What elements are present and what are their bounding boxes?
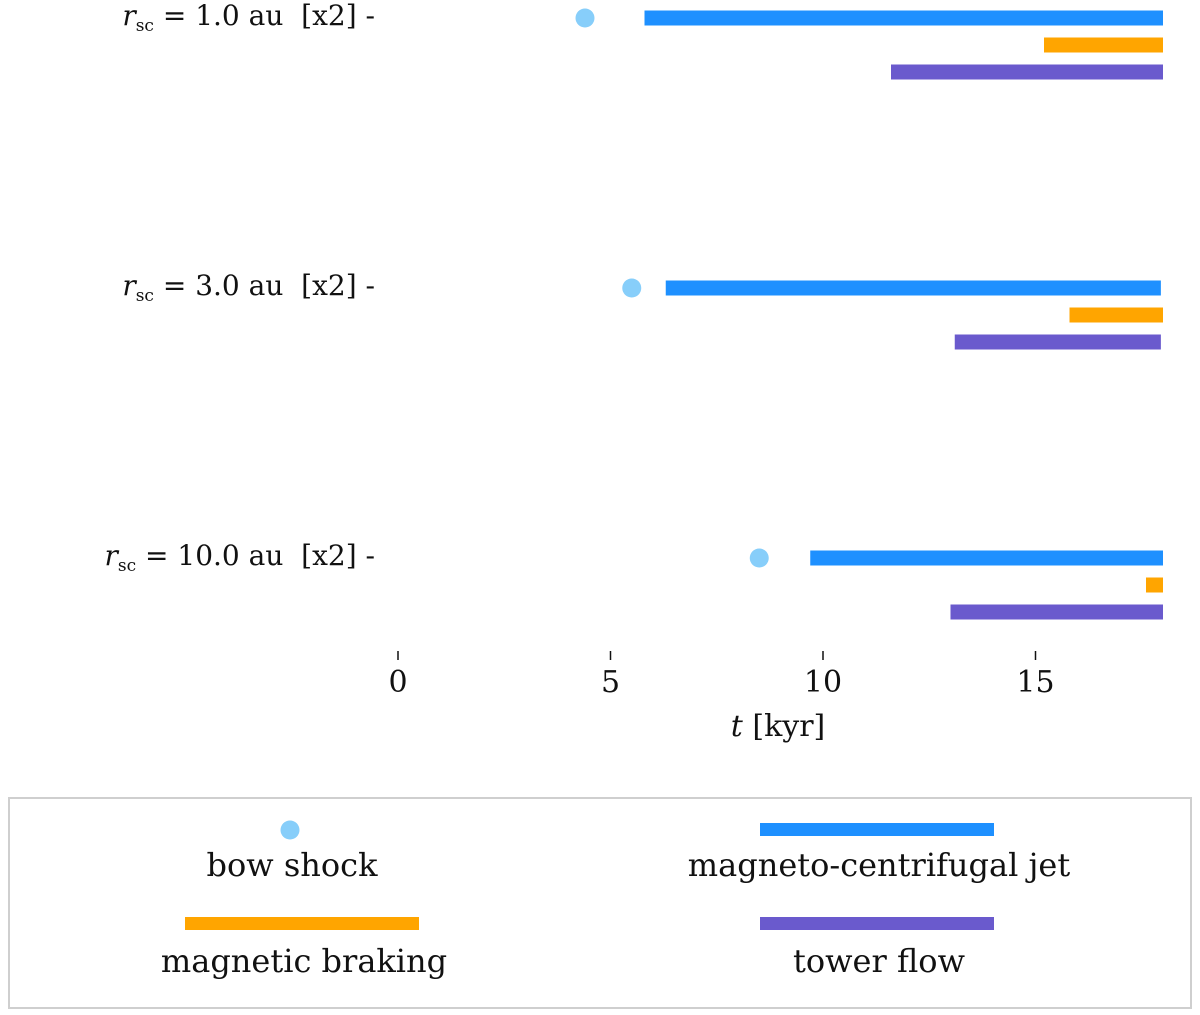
legend-tower-flow-marker [760, 917, 994, 930]
legend-label-tower-flow: tower flow [793, 942, 965, 980]
braking-bar-row-1 [1044, 37, 1163, 53]
row-label-subscript: sc [135, 16, 154, 36]
bow-shock-marker-row-2 [622, 278, 642, 298]
x-tick-label: 5 [600, 665, 621, 700]
x-tick-label: 0 [388, 665, 408, 700]
tower-flow-bar-row-3 [950, 604, 1163, 620]
x-axis-title: t [kyr] [731, 712, 826, 742]
legend: bow shock magneto-centrifugal jet magnetic… [8, 797, 1192, 1009]
row-label-text: = 1.0 au [x2] - [153, 0, 375, 32]
legend-label-magnetic-braking: magnetic braking [160, 942, 448, 980]
tower-flow-bar-row-1 [891, 64, 1163, 80]
jet-bar-row-2 [665, 280, 1161, 296]
legend-markers [185, 820, 994, 930]
bow-shock-marker-row-1 [575, 8, 595, 28]
bow-shock-marker-row-3 [749, 548, 769, 568]
row-label-variable: r [122, 269, 136, 302]
tower-flow-bar-row-2 [954, 334, 1161, 350]
legend-label-bow-shock: bow shock [206, 846, 378, 884]
x-tick-label: 10 [803, 665, 843, 700]
legend-magnetic-braking-marker [185, 917, 419, 930]
jet-bar-row-1 [644, 10, 1163, 26]
row-label-text: = 10.0 au [x2] - [136, 539, 375, 572]
x-axis-unit: [kyr] [752, 709, 826, 744]
jet-bar-row-3 [810, 550, 1163, 566]
row-label-variable: r [104, 539, 118, 572]
legend-bow-shock-marker [280, 820, 300, 840]
row-label-subscript: sc [117, 556, 137, 576]
timeline-chart [397, 8, 1163, 660]
legend-label-magneto-centrifugal-jet: magneto-centrifugal jet [687, 846, 1071, 884]
row-label-1: rsc = 1.0 au [x2] - [122, 2, 375, 35]
row-label-variable: r [122, 0, 136, 32]
row-label-text: = 3.0 au [x2] - [153, 269, 375, 302]
row-label-subscript: sc [135, 286, 154, 306]
x-tick-label: 15 [1016, 665, 1055, 700]
braking-bar-row-3 [1146, 577, 1163, 593]
x-axis-variable: t [730, 709, 743, 744]
legend-magneto-centrifugal-jet-marker [760, 823, 994, 836]
row-label-2: rsc = 3.0 au [x2] - [122, 272, 375, 305]
braking-bar-row-2 [1069, 307, 1163, 323]
row-label-3: rsc = 10.0 au [x2] - [105, 542, 376, 575]
